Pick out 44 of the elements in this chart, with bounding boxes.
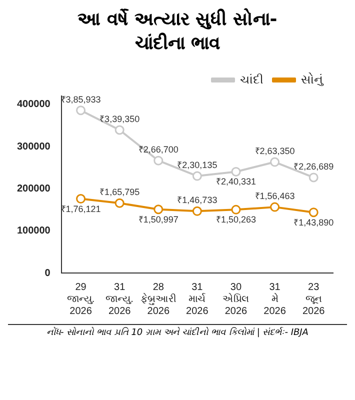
- data-label: ₹2,40,331: [216, 176, 256, 187]
- data-label: ₹2,63,350: [254, 146, 295, 156]
- data-label: ₹1,46,733: [177, 195, 218, 206]
- data-label: ₹1,76,121: [60, 204, 101, 214]
- y-tick-label: 200000: [16, 183, 51, 194]
- data-label: ₹1,56,463: [254, 191, 295, 202]
- point: [114, 125, 124, 135]
- x-tick-label: 29 જાન્યુ. 2026: [66, 282, 95, 317]
- x-tick-label: 28 ફેબ્રુઆરી 2026: [140, 282, 176, 317]
- point: [154, 204, 164, 214]
- y-tick-label: 100000: [16, 226, 51, 237]
- y-tick-label: 400000: [16, 99, 51, 110]
- x-tick-label: 31 જાન્યુ. 2026: [106, 282, 134, 317]
- point: [154, 156, 164, 166]
- x-tick-label: 31 મે 2026: [264, 282, 286, 317]
- point: [114, 198, 124, 208]
- chart-title: આ વર્ષે અત્યાર સુધી સોના-ચાંદીના ભાવ: [76, 8, 278, 56]
- point: [270, 157, 280, 167]
- x-tick-label: 23 જૂન 2026: [302, 282, 326, 317]
- point: [231, 204, 241, 214]
- x-tick-label: 30 એપ્રિલ 2026: [222, 282, 250, 317]
- y-tick-label: 300000: [16, 141, 51, 152]
- legend-label: સોનું: [301, 72, 324, 86]
- y-tick-label: 0: [44, 268, 51, 279]
- data-label: ₹1,65,795: [100, 187, 140, 198]
- x-tick-label: 31 માર્ચ 2026: [186, 282, 209, 317]
- point: [308, 208, 318, 218]
- data-label: ₹3,85,933: [60, 94, 101, 104]
- data-label: ₹2,66,700: [138, 144, 178, 155]
- point: [192, 171, 202, 181]
- legend-label: ચાંદી: [240, 72, 263, 86]
- data-label: ₹1,50,997: [138, 214, 178, 224]
- point: [76, 106, 86, 116]
- data-label: ₹2,26,689: [294, 161, 334, 172]
- point: [308, 172, 318, 182]
- point: [270, 202, 280, 212]
- data-label: ₹2,30,135: [177, 160, 218, 170]
- data-label: ₹1,43,890: [294, 217, 334, 228]
- point: [231, 166, 241, 176]
- text: નોંધ- સોનાનો ભાવ પ્રતિ 10 ગ્રામ અને ચાંદીનો ભાવ કિલોમાં | સંદર્ભઃ- IBJA: [8, 324, 347, 338]
- data-label: ₹3,39,350: [100, 114, 140, 124]
- point: [76, 194, 86, 204]
- data-label: ₹1,50,263: [216, 214, 256, 225]
- point: [192, 206, 202, 216]
